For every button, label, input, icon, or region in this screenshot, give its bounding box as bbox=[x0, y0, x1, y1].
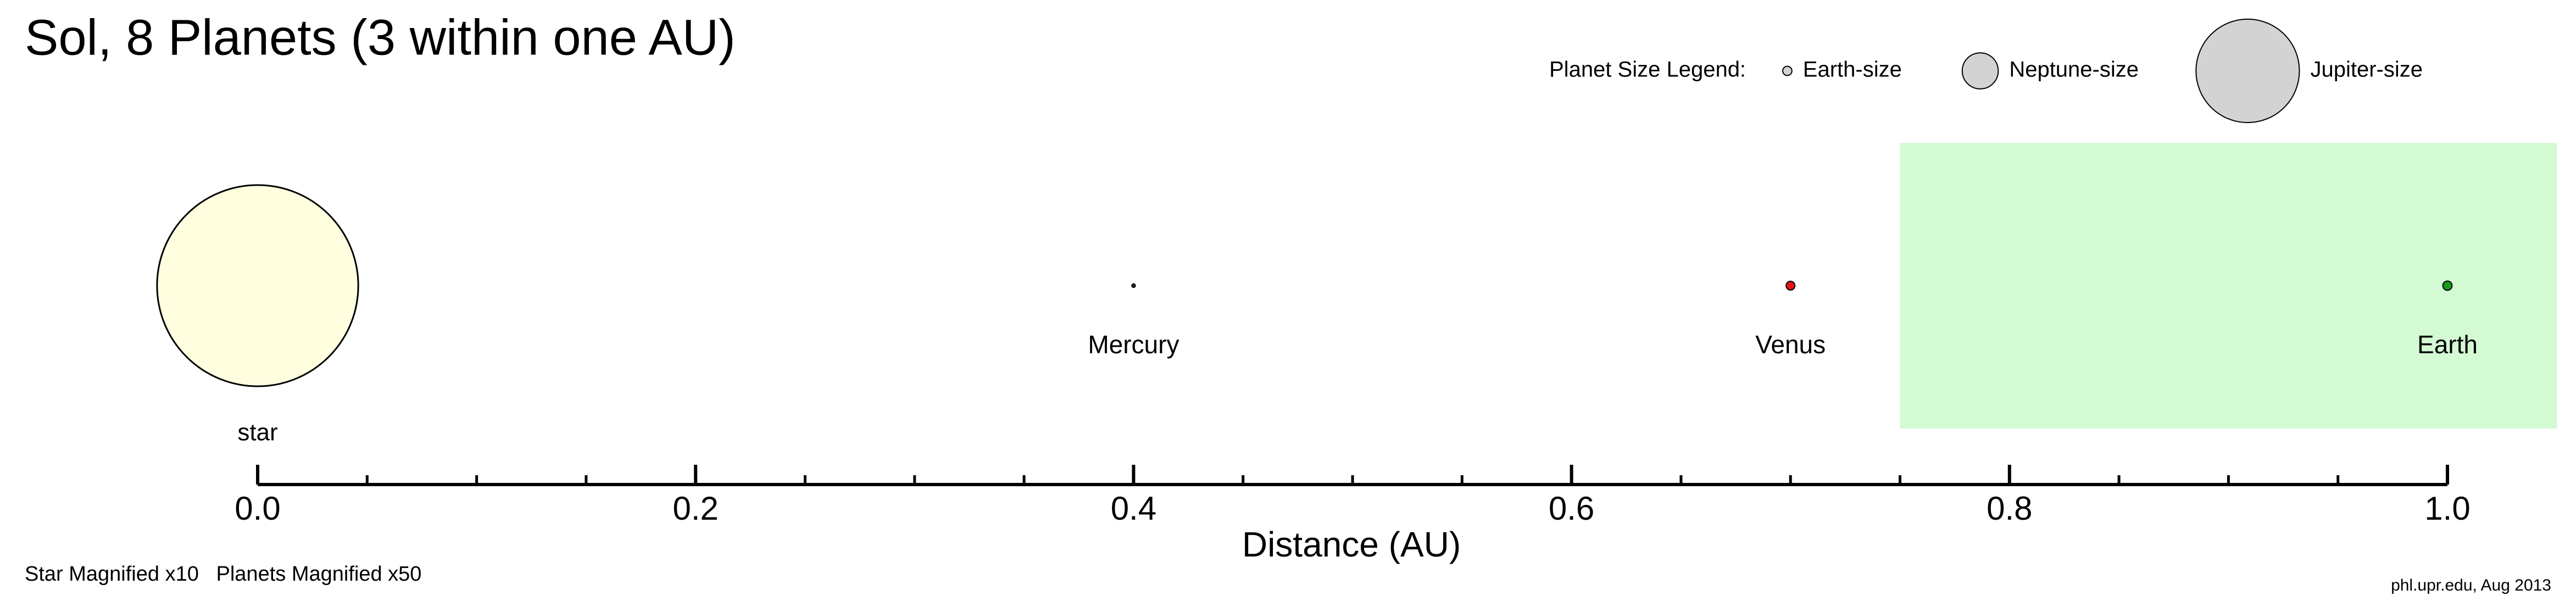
planet-label: Venus bbox=[1755, 330, 1826, 359]
chart-title: Sol, 8 Planets (3 within one AU) bbox=[25, 9, 736, 65]
planet-label: Mercury bbox=[1088, 330, 1179, 359]
x-axis-title: Distance (AU) bbox=[1242, 525, 1461, 564]
planet bbox=[1785, 281, 1796, 291]
x-tick-label: 0.4 bbox=[1111, 490, 1156, 527]
legend-label: Jupiter-size bbox=[2310, 58, 2423, 82]
x-tick-label: 0.8 bbox=[1987, 490, 2032, 527]
planet bbox=[2442, 280, 2453, 291]
star-label: star bbox=[237, 419, 277, 446]
x-tick-label: 0.2 bbox=[672, 490, 718, 527]
credit: phl.upr.edu, Aug 2013 bbox=[2391, 576, 2551, 594]
legend-title: Planet Size Legend: bbox=[1549, 58, 1746, 82]
star bbox=[156, 184, 359, 387]
planet-label: Earth bbox=[2417, 330, 2478, 359]
planet bbox=[1131, 283, 1136, 288]
habitable-zone bbox=[1900, 143, 2557, 429]
x-tick-label: 0.6 bbox=[1549, 490, 1594, 527]
legend-circle bbox=[1961, 52, 1999, 90]
x-tick-label: 0.0 bbox=[235, 490, 280, 527]
magnification-note: Star Magnified x10 Planets Magnified x50 bbox=[25, 563, 421, 586]
legend-label: Neptune-size bbox=[2009, 58, 2139, 82]
legend-circle bbox=[1782, 65, 1793, 76]
legend-label: Earth-size bbox=[1803, 58, 1902, 82]
legend-circle bbox=[2195, 18, 2300, 124]
x-tick-label: 1.0 bbox=[2424, 490, 2470, 527]
